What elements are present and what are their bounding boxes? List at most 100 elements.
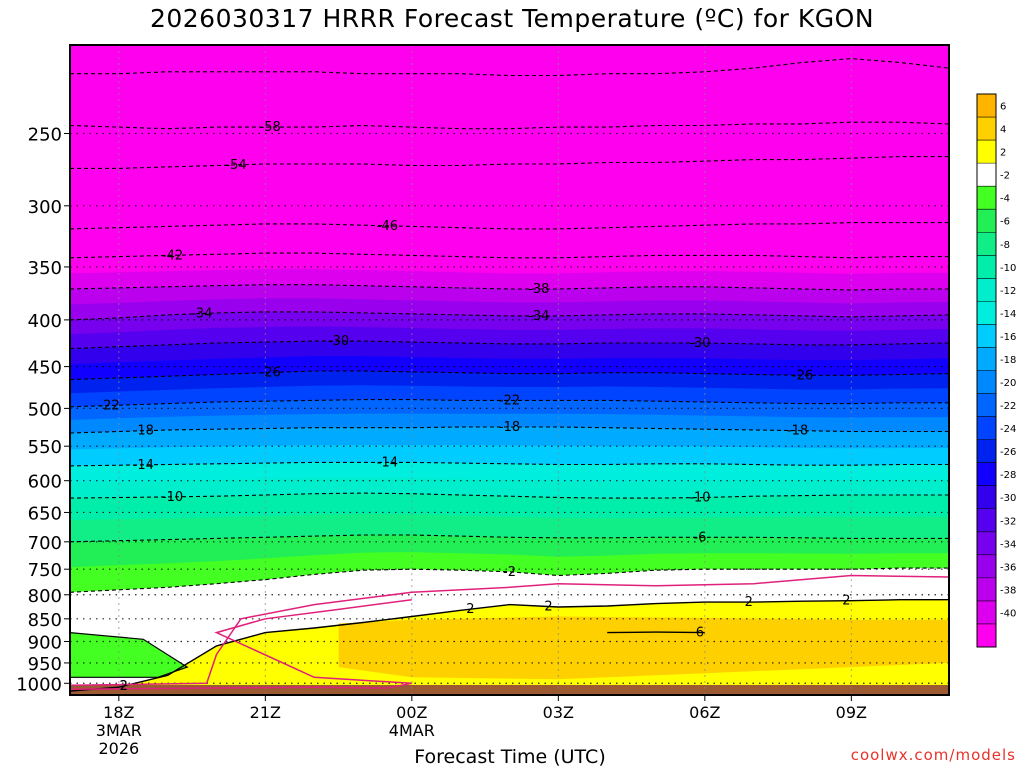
y-tick-label: 700 — [28, 533, 62, 554]
colorbar-label: -2 — [1000, 171, 1010, 182]
freezing-line — [70, 574, 949, 687]
contour-label: -38 — [528, 282, 549, 297]
source-credit[interactable]: coolwx.com/models — [850, 746, 1016, 764]
y-tick-label: 750 — [28, 560, 62, 581]
contour-label: -6 — [693, 530, 706, 545]
x-tick-date: 3MAR — [96, 721, 142, 740]
colorbar-label: -14 — [1000, 309, 1016, 320]
y-tick-label: 550 — [28, 437, 62, 458]
contour-label: -34 — [528, 309, 549, 324]
contour-label: 2 — [120, 679, 128, 694]
x-axis-title: Forecast Time (UTC) — [414, 746, 606, 768]
colorbar-swatch — [977, 462, 996, 487]
colorbar-swatch — [977, 255, 996, 279]
x-tick-label: 00Z — [396, 703, 427, 722]
colorbar-label: -4 — [1000, 194, 1010, 205]
x-tick-label: 21Z — [250, 703, 281, 722]
colorbar-swatch — [977, 393, 996, 418]
contour-label: -14 — [377, 455, 398, 470]
colorbar-label: -30 — [1000, 493, 1016, 504]
contour-label: -26 — [792, 368, 813, 383]
colorbar-swatch — [977, 209, 996, 233]
y-tick-label: 250 — [28, 124, 62, 145]
colorbar-label: -22 — [1000, 401, 1016, 412]
contour-label: 2 — [745, 595, 753, 610]
contour-label: -10 — [162, 490, 183, 505]
colorbar-swatch — [977, 370, 996, 395]
colorbar-swatch — [977, 531, 996, 556]
colorbar-label: -18 — [1000, 355, 1016, 366]
y-tick-label: 800 — [28, 586, 62, 607]
contour-label: -14 — [133, 458, 154, 473]
contour-label: -30 — [689, 336, 710, 351]
plot-frame — [69, 44, 950, 696]
colorbar-label: -16 — [1000, 332, 1016, 343]
colorbar-swatch — [977, 600, 996, 625]
ground — [70, 685, 949, 695]
contour-label: -58 — [260, 120, 281, 135]
colorbar-label: 6 — [1000, 102, 1006, 113]
contour-label: -10 — [689, 491, 710, 506]
colorbar-label: -28 — [1000, 470, 1016, 481]
colorbar-label: -6 — [1000, 217, 1010, 228]
contour-label: 2 — [842, 594, 850, 609]
temperature-fill — [70, 45, 949, 695]
contour-label: -2 — [503, 565, 516, 580]
colorbar-swatch — [977, 94, 996, 118]
colorbar-swatch — [977, 416, 996, 441]
colorbar-label: -10 — [1000, 263, 1016, 274]
x-tick-label: 03Z — [543, 703, 574, 722]
colorbar-label: 4 — [1000, 125, 1006, 136]
freezing-line-lower — [70, 598, 412, 690]
colorbar: 6 4 2 -2 -4 -6 -8 -10 -12 -14 -16 -18 -20 -22 -24 -26 -2… — [976, 93, 1016, 648]
contour-label: -30 — [328, 334, 349, 349]
y-tick-label: 500 — [28, 399, 62, 420]
colorbar-swatch — [977, 577, 996, 602]
contour-label: -26 — [260, 366, 281, 381]
contour-label: 2 — [120, 679, 128, 694]
contour-label: -46 — [377, 219, 398, 234]
colorbar-swatch — [977, 554, 996, 579]
colorbar-label: -34 — [1000, 539, 1016, 550]
contour-label: -34 — [191, 306, 212, 321]
colorbar-label: -26 — [1000, 447, 1016, 458]
y-tick-label: 650 — [28, 503, 62, 524]
x-tick-date: 4MAR — [389, 721, 435, 740]
colorbar-label: -40 — [1000, 608, 1016, 619]
y-tick-label: 850 — [28, 610, 62, 631]
contour-label: -18 — [787, 424, 808, 439]
y-tick-label: 600 — [28, 472, 62, 493]
x-tick-label: 18Z — [103, 703, 134, 722]
y-tick-label: 900 — [28, 632, 62, 653]
x-tick-label: 06Z — [689, 703, 720, 722]
isotherm-2 — [70, 599, 949, 692]
y-tick-label: 950 — [28, 654, 62, 675]
y-tick-label: 400 — [28, 311, 62, 332]
y-tick-label: 1000 — [16, 674, 62, 695]
colorbar-label: -20 — [1000, 378, 1016, 389]
chart-title: 2026030317 HRRR Forecast Temperature (ºC… — [149, 4, 875, 33]
grid-lines — [70, 45, 949, 695]
colorbar-label: -12 — [1000, 286, 1016, 297]
colorbar-swatch — [977, 347, 996, 371]
contour-label: -18 — [499, 420, 520, 435]
x-tick-label: 09Z — [836, 703, 867, 722]
colorbar-label: -36 — [1000, 562, 1016, 573]
y-tick-label: 300 — [28, 197, 62, 218]
colorbar-label: -24 — [1000, 424, 1016, 435]
colorbar-swatch — [977, 301, 996, 325]
colorbar-swatch — [977, 163, 996, 187]
colorbar-label: -8 — [1000, 240, 1010, 251]
colorbar-swatch — [977, 623, 996, 648]
isotherm-6 — [607, 631, 705, 634]
colorbar-swatch — [977, 439, 996, 464]
colorbar-label: 2 — [1000, 148, 1006, 159]
contour-labels: -58-54-46-42-38-34 -34-30 -30-26 -26-22 -22-… — [98, 120, 850, 694]
contour-label: 2 — [466, 602, 474, 617]
colorbar-swatch — [977, 117, 996, 141]
isotherm-contours — [70, 58, 949, 692]
colorbar-swatch — [977, 278, 996, 302]
contour-label: -22 — [499, 393, 520, 408]
